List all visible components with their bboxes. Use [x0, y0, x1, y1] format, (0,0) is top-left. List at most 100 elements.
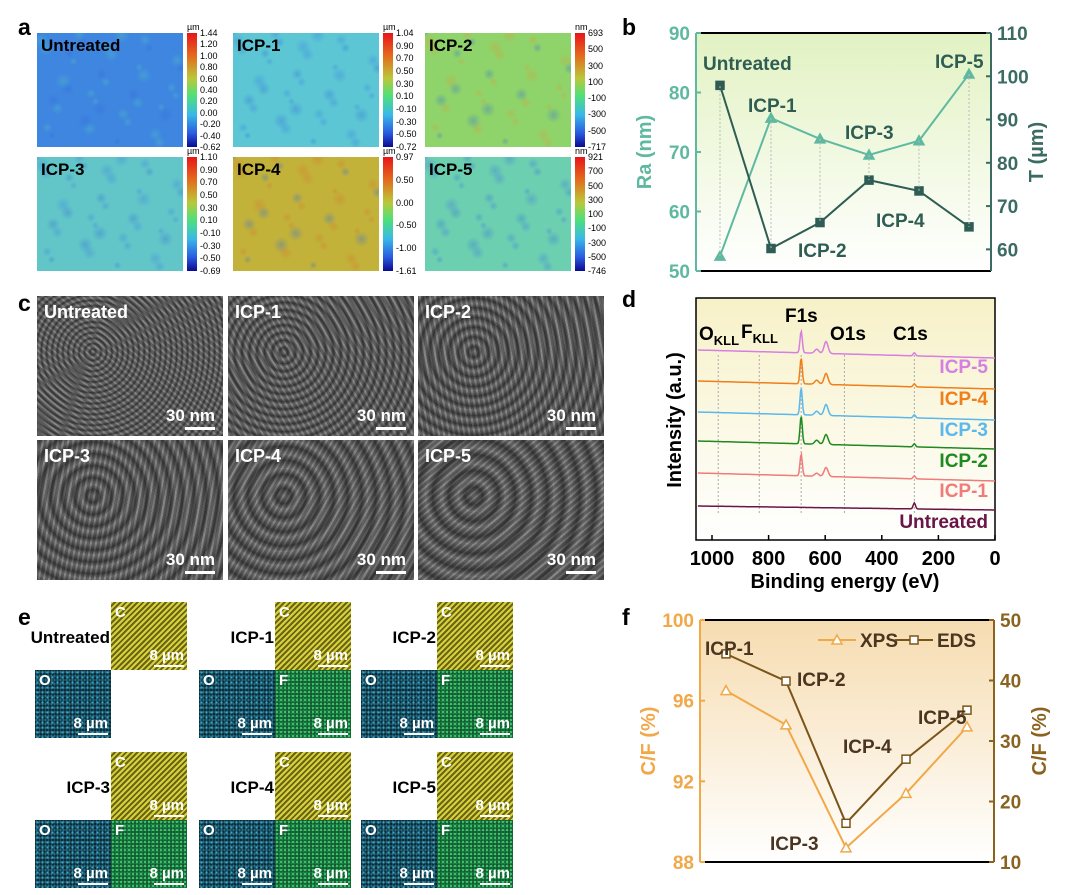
colorbar-unit: µm [383, 146, 396, 156]
legend-label: XPS [860, 631, 898, 652]
scale-bar-label: 8 µm [313, 715, 349, 732]
eds-map-f: F 8 µm [437, 820, 513, 888]
colorbar-tick: 693 [588, 28, 604, 38]
colorbar-tick: -0.72 [396, 142, 417, 152]
sem-image: ICP-4 30 nm [228, 440, 414, 580]
scale-bar-label: 8 µm [73, 865, 109, 882]
scale-bar-label: 8 µm [73, 715, 109, 732]
y2-tick-label: 110 [997, 24, 1028, 45]
point-label: ICP-1 [748, 96, 797, 117]
eds-map-o: O 8 µm [361, 820, 437, 888]
scale-bar-label: 8 µm [313, 865, 349, 882]
colorbar-tick: 0.70 [396, 53, 414, 64]
eds-map-c: C 8 µm [437, 752, 513, 820]
afm-map-title: Untreated [41, 36, 121, 55]
element-label: O [39, 672, 51, 689]
colorbar-tick: 0.40 [200, 85, 218, 95]
scale-bar: 8 µm [73, 715, 109, 735]
scale-bar-line [318, 733, 348, 735]
colorbar-tick: 0.97 [396, 152, 414, 162]
scale-bar-line [318, 815, 348, 817]
scale-bar: 8 µm [476, 647, 510, 667]
scale-bar: 8 µm [149, 647, 185, 667]
sem-image-title: ICP-3 [44, 446, 91, 466]
legend-marker [830, 633, 844, 645]
y2-tick-label: 10 [1000, 853, 1021, 874]
eds-sample-name: ICP-2 [392, 628, 436, 647]
spectrum-icp-2 [697, 416, 995, 450]
element-label: F [279, 672, 289, 689]
element-label: C [441, 604, 452, 621]
y2-tick-label: 40 [1000, 672, 1021, 693]
scale-bar-line [154, 815, 184, 817]
scale-bar: 30 nm [357, 406, 406, 430]
scale-bar-label: 8 µm [475, 797, 511, 814]
scale-bar: 8 µm [475, 715, 511, 735]
scale-bar-label: 8 µm [475, 715, 511, 732]
scale-bar-label: 30 nm [165, 550, 215, 569]
colorbar-tick: 100 [588, 76, 604, 87]
colorbar-tick: 0.50 [396, 174, 414, 185]
scale-bar: 30 nm [547, 550, 596, 574]
scale-bar-line [566, 427, 596, 430]
y2-tick-label: 60 [997, 240, 1018, 261]
y2-tick-label: 80 [997, 154, 1018, 175]
peak-label: O1s [830, 324, 866, 345]
scale-bar-label: 30 nm [356, 406, 406, 425]
eds-sample-name: Untreated [30, 628, 110, 647]
scale-bar-line [480, 665, 510, 667]
colorbar-tick: -0.10 [396, 104, 417, 114]
colorbar-unit: nm [575, 22, 588, 32]
scale-bar-line [480, 883, 510, 885]
colorbar-tick: 0.20 [200, 96, 218, 107]
y-tick-label: 70 [669, 143, 690, 164]
eds-map-c: C 8 µm [275, 752, 351, 820]
colorbar-tick: -0.40 [200, 130, 221, 141]
point-label: ICP-4 [843, 737, 892, 758]
element-label: O [365, 822, 377, 839]
element-label: F [279, 822, 289, 839]
series-line-ra [719, 73, 970, 257]
sem-image: ICP-5 30 nm [418, 440, 604, 580]
colorbar-tick: 300 [588, 60, 604, 71]
scale-bar-line [78, 733, 108, 735]
colorbar-tick: -500 [588, 251, 607, 262]
spectrum-icp-3 [697, 388, 995, 421]
scale-bar: 8 µm [400, 865, 434, 885]
data-point-xps [839, 841, 853, 853]
x-tick-label: 0 [989, 548, 1000, 570]
colorbar-unit: µm [383, 22, 396, 32]
colorbar-tick: 0.60 [200, 73, 218, 84]
scale-bar-line [242, 883, 272, 885]
data-point-t [914, 186, 924, 196]
colorbar-tick: 0.00 [396, 197, 414, 208]
colorbar-tick: -500 [588, 125, 607, 136]
element-label: C [115, 754, 126, 771]
eds-sample-name: ICP-3 [66, 778, 110, 797]
sem-image: ICP-2 30 nm [418, 296, 604, 436]
scale-bar-line [566, 571, 596, 574]
colorbar-tick: 1.00 [200, 50, 218, 61]
point-label: ICP-2 [797, 670, 846, 691]
scale-bar-label: 8 µm [313, 647, 349, 664]
y2-tick-label: 20 [1000, 793, 1021, 814]
scale-bar-line [154, 883, 184, 885]
data-point-t [815, 217, 825, 228]
scale-bar: 8 µm [400, 715, 434, 735]
colorbar-tick: -0.30 [200, 240, 221, 251]
y2-tick-label: 70 [997, 197, 1018, 218]
spectrum-icp-1 [697, 451, 995, 482]
y2-tick-label: 100 [997, 67, 1029, 88]
colorbar-tick: -0.50 [200, 253, 221, 264]
element-label: C [279, 604, 290, 621]
eds-sample-name: ICP-5 [392, 778, 436, 797]
scale-bar: 8 µm [313, 647, 349, 667]
scale-bar-label: 30 nm [165, 406, 215, 425]
peak-label-main: O [699, 324, 714, 345]
colorbar-tick: 0.00 [200, 107, 218, 118]
colorbar-tick: 0.70 [200, 177, 218, 188]
sem-image-title: ICP-2 [425, 302, 472, 322]
colorbar-tick: 0.30 [396, 78, 414, 89]
scale-bar-label: 8 µm [149, 647, 185, 664]
